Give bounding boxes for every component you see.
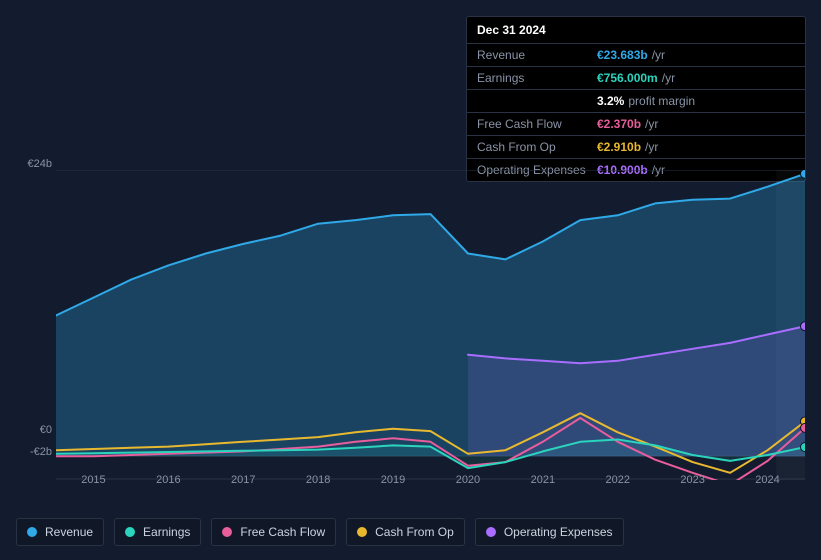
tooltip-row-label: Cash From Op [477, 140, 597, 154]
x-tick: 2023 [680, 474, 704, 486]
x-axis-labels: 2015 2016 2017 2018 2019 2020 2021 2022 2023 2024 [56, 474, 805, 494]
x-tick: 2021 [531, 474, 555, 486]
x-tick: 2022 [606, 474, 630, 486]
tooltip-row-value: €756.000m [597, 71, 658, 85]
legend-label: Earnings [143, 525, 190, 539]
hover-tooltip: Dec 31 2024 Revenue€23.683b/yrEarnings€7… [466, 16, 806, 182]
tooltip-date: Dec 31 2024 [467, 17, 805, 43]
legend-item[interactable]: Revenue [16, 518, 104, 546]
tooltip-row-unit: /yr [645, 117, 658, 131]
x-tick: 2016 [156, 474, 180, 486]
tooltip-row-unit: /yr [652, 48, 665, 62]
tooltip-row-unit: /yr [662, 71, 675, 85]
legend-swatch [357, 527, 367, 537]
chart-plot[interactable] [56, 170, 805, 480]
x-tick: 2018 [306, 474, 330, 486]
tooltip-row-label: Free Cash Flow [477, 117, 597, 131]
tooltip-row: Revenue€23.683b/yr [467, 43, 805, 66]
legend-swatch [125, 527, 135, 537]
legend-label: Cash From Op [375, 525, 454, 539]
tooltip-row-value: €2.910b [597, 140, 641, 154]
x-tick: 2019 [381, 474, 405, 486]
legend-item[interactable]: Cash From Op [346, 518, 465, 546]
legend-item[interactable]: Earnings [114, 518, 201, 546]
y-tick-max: €24b [28, 158, 52, 170]
tooltip-row-label: Earnings [477, 71, 597, 85]
x-tick: 2017 [231, 474, 255, 486]
tooltip-row-label: Revenue [477, 48, 597, 62]
chart-legend: Revenue Earnings Free Cash Flow Cash From O… [16, 518, 624, 546]
legend-label: Revenue [45, 525, 93, 539]
y-tick-min: -€2b [30, 446, 52, 458]
legend-swatch [27, 527, 37, 537]
legend-swatch [222, 527, 232, 537]
tooltip-row: Free Cash Flow€2.370b/yr [467, 112, 805, 135]
tooltip-row-value: 3.2% [597, 94, 624, 108]
y-tick-zero: €0 [40, 424, 52, 436]
legend-label: Free Cash Flow [240, 525, 325, 539]
tooltip-row-unit: profit margin [628, 94, 695, 108]
legend-swatch [486, 527, 496, 537]
x-tick: 2020 [456, 474, 480, 486]
tooltip-row-unit: /yr [645, 140, 658, 154]
tooltip-row: Earnings€756.000m/yr [467, 66, 805, 89]
financials-chart: €24b €0 -€2b 201520162017201820192020202… [16, 170, 805, 490]
tooltip-row-value: €23.683b [597, 48, 648, 62]
tooltip-row: Cash From Op€2.910b/yr [467, 135, 805, 158]
legend-label: Operating Expenses [504, 525, 613, 539]
legend-item[interactable]: Free Cash Flow [211, 518, 336, 546]
legend-item[interactable]: Operating Expenses [475, 518, 624, 546]
x-tick: 2024 [755, 474, 779, 486]
tooltip-row-value: €2.370b [597, 117, 641, 131]
tooltip-row: 3.2% profit margin [467, 89, 805, 112]
x-tick: 2015 [81, 474, 105, 486]
